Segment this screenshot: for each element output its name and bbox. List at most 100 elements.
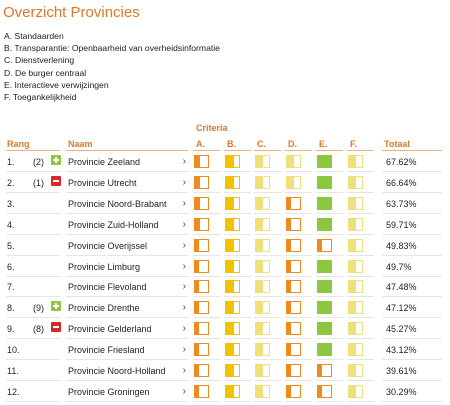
province-link[interactable]: Provincie Gelderland › [66,319,188,338]
row-divider [224,191,251,193]
criterion-score-a [194,280,209,294]
total-value: 66.64% [386,177,417,188]
rank-value: 6. [7,261,15,272]
row-divider [382,233,442,235]
score-fill [349,176,356,188]
table-row: 4. Provincie Zuid-Holland › 59.71% [0,215,450,235]
row-divider [382,254,442,256]
rank-value: 3. [7,198,15,209]
row-divider [254,338,281,340]
criterion-score-f [348,217,363,231]
criterion-header-f[interactable]: F. [350,139,358,149]
criterion-score-e [317,155,332,168]
criterion-score-f [348,280,363,294]
criterion-score-c [255,322,270,336]
row-divider [382,296,442,298]
row-divider [285,317,312,319]
province-name: Provincie Noord-Brabant [68,198,167,209]
criterion-header-a[interactable]: A. [196,139,205,149]
header-divider [224,150,251,151]
rank-up-icon [51,301,61,312]
rank-header[interactable]: Rang [7,139,30,149]
score-fill [318,302,331,314]
row-divider [66,212,188,214]
score-fill [195,323,199,335]
criterion-score-a [194,175,209,189]
province-link[interactable]: Provincie Drenthe › [66,298,188,317]
criterion-score-a [194,322,209,336]
row-divider [254,296,281,298]
row-divider [224,212,251,214]
row-divider [382,212,442,214]
criterion-header-b[interactable]: B. [227,139,236,149]
score-fill [195,260,199,272]
row-divider [66,191,188,193]
score-fill [195,385,199,397]
province-name: Provincie Drenthe [68,303,140,314]
score-fill [287,323,291,335]
row-divider [224,338,251,340]
row-divider [316,400,343,402]
criteria-legend: A. Standaarden B. Transparantie: Openbaa… [4,30,220,103]
criterion-header-d[interactable]: D. [288,139,297,149]
score-fill [318,365,322,376]
province-name: Provincie Flevoland [68,282,147,293]
score-fill [226,281,234,293]
row-divider [285,338,312,340]
criterion-header-e[interactable]: E. [319,139,328,149]
chevron-right-icon: › [182,323,186,335]
province-link[interactable]: Provincie Flevoland › [66,277,188,296]
province-link[interactable]: Provincie Zuid-Holland › [66,215,188,234]
province-link[interactable]: Provincie Noord-Brabant › [66,194,188,213]
header-divider [66,150,188,151]
score-fill [287,176,294,188]
province-link[interactable]: Provincie Overijssel › [66,236,188,255]
criterion-header-c[interactable]: C. [257,139,266,149]
total-value: 47.12% [386,303,417,314]
score-fill [195,239,199,251]
row-divider [285,171,312,172]
criterion-score-d [286,175,301,189]
criterion-score-c [255,155,270,168]
score-fill [195,302,199,314]
row-divider [254,254,281,256]
score-fill [195,344,199,356]
row-divider [254,171,281,172]
chevron-right-icon: › [182,176,186,188]
score-fill [349,323,356,335]
score-fill [226,344,234,356]
row-divider [193,400,220,402]
score-fill [349,156,356,167]
province-link[interactable]: Provincie Zeeland › [66,152,188,171]
score-fill [287,260,291,272]
name-header[interactable]: Naam [68,139,93,149]
province-link[interactable]: Provincie Limburg › [66,257,188,276]
row-divider [193,380,220,381]
province-link[interactable]: Provincie Friesland › [66,340,188,359]
score-fill [318,239,322,251]
province-link[interactable]: Provincie Groningen › [66,382,188,401]
score-fill [349,385,356,397]
criterion-score-b [225,384,240,398]
criterion-score-e [317,301,332,315]
criterion-score-b [225,280,240,294]
criterion-score-a [194,384,209,398]
criterion-score-d [286,155,301,168]
row-divider [6,254,60,256]
table-row: 11. Provincie Noord-Holland › 39.61% [0,361,450,381]
score-fill [318,281,331,293]
row-divider [347,400,374,402]
rank-up-icon [51,155,61,165]
province-link[interactable]: Provincie Utrecht › [66,173,188,192]
province-name: Provincie Limburg [68,261,141,272]
province-link[interactable]: Provincie Noord-Holland › [66,361,188,380]
score-fill [256,365,263,376]
score-fill [349,197,356,209]
row-divider [316,380,343,381]
criterion-score-a [194,301,209,315]
row-divider [6,338,60,340]
total-header[interactable]: Totaal [384,139,410,149]
row-divider [285,380,312,381]
rank-change-value: (8) [33,324,44,335]
row-divider [347,212,374,214]
